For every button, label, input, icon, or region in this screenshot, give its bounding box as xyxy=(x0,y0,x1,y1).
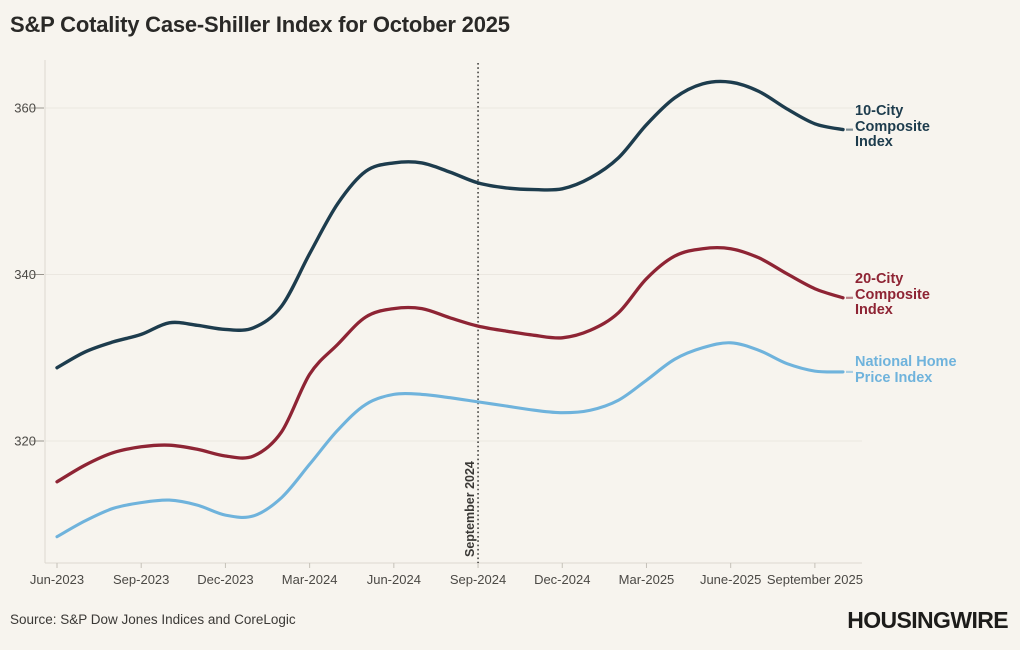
series-label-line: 20-City xyxy=(855,271,904,287)
source-credit: Source: S&P Dow Jones Indices and CoreLo… xyxy=(10,612,296,627)
housingwire-logo: HOUSINGWIRE xyxy=(847,607,1008,633)
series-label-line: 10-City xyxy=(855,103,904,119)
x-tick-label: Mar-2025 xyxy=(619,572,675,587)
line-chart-canvas: 320 340 360 Jun-2023 Sep-2023 Dec-2023 Mar-202… xyxy=(14,60,863,587)
x-tick-label: Dec-2024 xyxy=(534,572,590,587)
x-tick-label: Jun-2024 xyxy=(367,572,421,587)
series-label-line: Index xyxy=(855,134,893,150)
series-label-line: Index xyxy=(855,302,893,318)
series-label-national-home-price-index: National Home Price Index xyxy=(855,354,957,386)
series-label-line: Composite xyxy=(855,286,930,303)
chart-title: S&P Cotality Case-Shiller Index for Octo… xyxy=(10,12,510,37)
x-tick-label: September 2025 xyxy=(767,572,863,587)
series-label-line: National Home xyxy=(855,354,957,370)
annotation-vertical-label: September 2024 xyxy=(463,461,477,557)
y-tick-label: 340 xyxy=(14,267,36,282)
series-line-20-city xyxy=(55,246,845,484)
x-tick-label: Dec-2023 xyxy=(197,572,253,587)
x-tick-label: Mar-2024 xyxy=(282,572,338,587)
series-line-national xyxy=(55,341,845,539)
y-tick-label: 360 xyxy=(14,101,36,116)
x-tick-label: June-2025 xyxy=(700,572,761,587)
series-label-20-city-composite-index: 20-City Composite Index xyxy=(855,271,930,319)
series-label-line: Price Index xyxy=(855,369,933,386)
series-line-10-city xyxy=(55,79,845,370)
y-tick-label: 320 xyxy=(14,434,36,449)
footer: Source: S&P Dow Jones Indices and CoreLo… xyxy=(0,600,1020,650)
x-tick-label: Sep-2024 xyxy=(450,572,506,587)
x-tick-label: Sep-2023 xyxy=(113,572,169,587)
x-tick-label: Jun-2023 xyxy=(30,572,84,587)
series-label-10-city-composite-index: 10-City Composite Index xyxy=(855,103,930,151)
series-label-line: Composite xyxy=(855,118,930,135)
